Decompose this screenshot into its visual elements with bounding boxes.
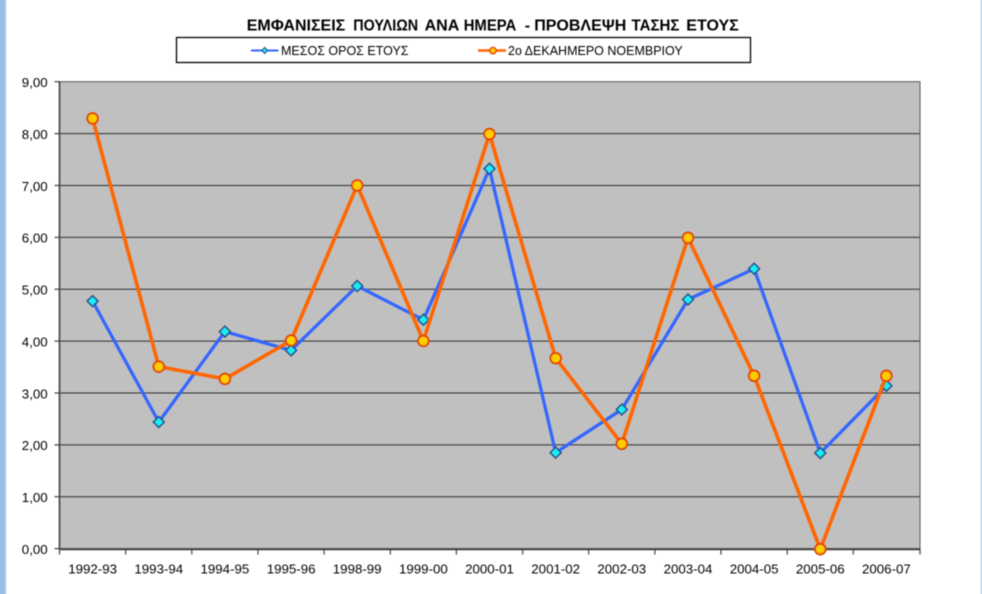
svg-text:1995-96: 1995-96	[267, 562, 316, 577]
svg-text:0,00: 0,00	[22, 542, 48, 557]
svg-text:2003-04: 2003-04	[664, 562, 713, 577]
svg-text:1993-94: 1993-94	[134, 562, 183, 577]
svg-text:3,00: 3,00	[22, 386, 48, 401]
svg-text:-: -	[525, 17, 530, 34]
svg-text:6,00: 6,00	[22, 231, 48, 246]
svg-text:2,00: 2,00	[22, 438, 48, 453]
svg-text:2005-06: 2005-06	[796, 562, 845, 577]
svg-text:ΠΡΟΒΛΕΨΗ: ΠΡΟΒΛΕΨΗ	[534, 17, 626, 34]
svg-text:2001-02: 2001-02	[531, 562, 580, 577]
svg-text:4,00: 4,00	[22, 334, 48, 349]
svg-text:ΜΕΣΟΣ ΟΡΟΣ ΕΤΟΥΣ: ΜΕΣΟΣ ΟΡΟΣ ΕΤΟΥΣ	[281, 44, 409, 58]
svg-text:ΠΟΥΛΙΩΝ: ΠΟΥΛΙΩΝ	[353, 17, 418, 34]
svg-text:8,00: 8,00	[22, 127, 48, 142]
svg-text:1,00: 1,00	[22, 490, 48, 505]
svg-text:2002-03: 2002-03	[597, 562, 646, 577]
svg-text:ΑΝΑ: ΑΝΑ	[425, 17, 460, 34]
svg-text:1998-99: 1998-99	[333, 562, 382, 577]
svg-text:ΤΑΣΗΣ: ΤΑΣΗΣ	[632, 17, 680, 34]
svg-text:5,00: 5,00	[22, 283, 48, 298]
svg-text:ΕΤΟΥΣ: ΕΤΟΥΣ	[686, 17, 739, 34]
svg-text:2004-05: 2004-05	[730, 562, 779, 577]
svg-text:2000-01: 2000-01	[465, 562, 514, 577]
svg-text:1994-95: 1994-95	[200, 562, 249, 577]
svg-text:1999-00: 1999-00	[399, 562, 448, 577]
svg-text:9,00: 9,00	[22, 75, 48, 90]
svg-text:ΕΜΦΑΝΙΣΕΙΣ: ΕΜΦΑΝΙΣΕΙΣ	[247, 17, 346, 34]
svg-text:7,00: 7,00	[22, 179, 48, 194]
svg-text:2006-07: 2006-07	[862, 562, 911, 577]
svg-text:2ο ΔΕΚΑΗΜΕΡΟ ΝΟΕΜΒΡΙΟΥ: 2ο ΔΕΚΑΗΜΕΡΟ ΝΟΕΜΒΡΙΟΥ	[508, 44, 683, 58]
svg-text:ΗΜΕΡΑ: ΗΜΕΡΑ	[464, 17, 517, 34]
svg-text:1992-93: 1992-93	[68, 562, 117, 577]
